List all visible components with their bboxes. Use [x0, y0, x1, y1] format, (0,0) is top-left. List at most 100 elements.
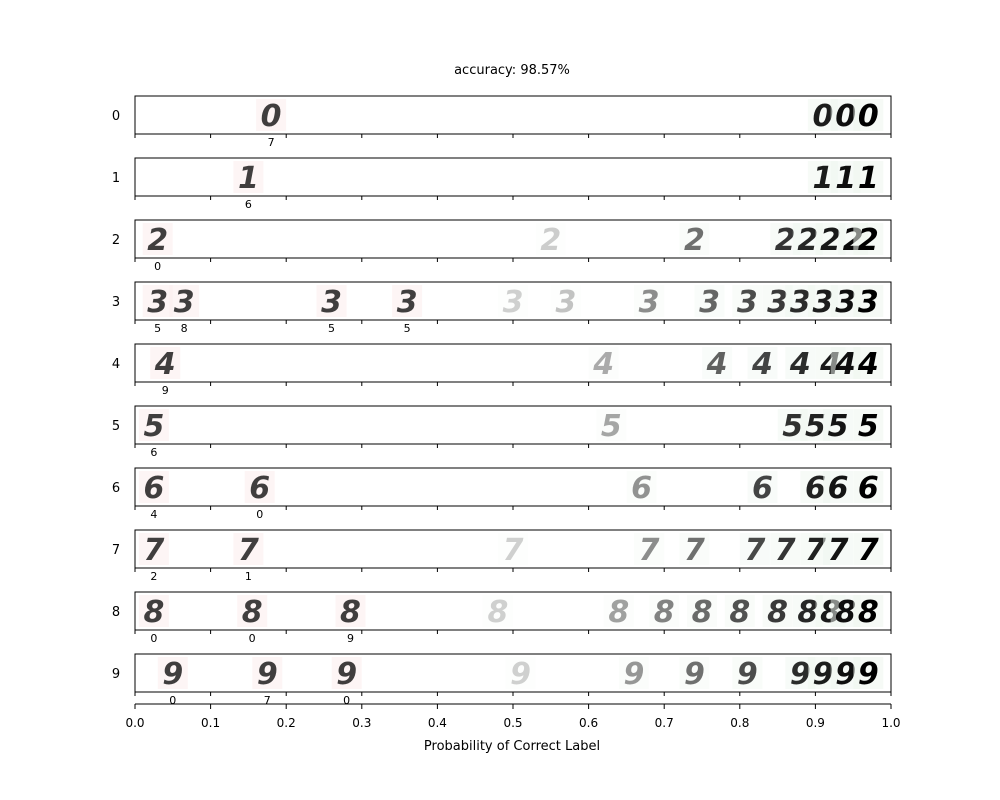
misclassified-digit-glyph: 9 — [336, 657, 357, 692]
misclassified-glyph-bg — [150, 347, 181, 379]
correct-digit-glyph: 3 — [555, 285, 576, 320]
correct-digit-glyph: 7 — [503, 533, 524, 568]
misclassified-glyph-bg — [256, 99, 287, 131]
correct-glyph-bg — [505, 657, 536, 689]
x-tick-label: 0.5 — [503, 716, 522, 730]
correct-glyph-bg — [596, 409, 627, 441]
correct-digit-glyph: 4 — [751, 347, 773, 382]
misclassified-glyph-bg — [138, 533, 169, 565]
misclassified-glyph-bg — [233, 161, 264, 193]
x-tick-label: 0.4 — [428, 716, 447, 730]
correct-glyph-bg — [853, 161, 884, 193]
correct-digit-glyph: 8 — [767, 595, 788, 630]
correct-digit-glyph: 7 — [858, 533, 879, 568]
predicted-label: 6 — [150, 446, 157, 459]
predicted-label: 8 — [181, 322, 188, 335]
row-frame — [134, 405, 892, 445]
misclassified-glyph-bg — [335, 595, 366, 627]
correct-digit-glyph: 4 — [706, 347, 728, 382]
x-tick-label: 0.8 — [730, 716, 749, 730]
misclassified-glyph-bg — [331, 657, 362, 689]
correct-digit-glyph: 1 — [813, 161, 834, 196]
correct-glyph-bg — [679, 657, 710, 689]
row-label: 5 — [112, 419, 120, 434]
x-tick-label: 0.9 — [806, 716, 825, 730]
misclassified-glyph-bg — [138, 409, 169, 441]
x-tick-label: 0.6 — [579, 716, 598, 730]
correct-digit-glyph: 2 — [820, 223, 841, 258]
correct-digit-glyph: 8 — [654, 595, 675, 630]
correct-glyph-bg — [550, 285, 581, 317]
predicted-label: 9 — [162, 384, 169, 397]
correct-glyph-bg — [853, 347, 884, 379]
misclassified-digit-glyph: 3 — [397, 285, 418, 320]
predicted-label: 0 — [154, 260, 161, 273]
correct-glyph-bg — [626, 471, 657, 503]
misclassified-digit-glyph: 3 — [147, 285, 168, 320]
correct-digit-glyph: 9 — [813, 657, 834, 692]
correct-glyph-bg — [777, 409, 808, 441]
correct-digit-glyph: 3 — [767, 285, 788, 320]
correct-glyph-bg — [603, 595, 634, 627]
predicted-label: 5 — [328, 322, 335, 335]
correct-digit-glyph: 7 — [639, 533, 660, 568]
row-label: 7 — [112, 543, 120, 558]
correct-digit-glyph: 8 — [692, 595, 713, 630]
misclassified-glyph-bg — [316, 285, 347, 317]
misclassified-digit-glyph: 6 — [249, 471, 270, 506]
correct-digit-glyph: 8 — [608, 595, 629, 630]
predicted-label: 0 — [343, 694, 350, 707]
misclassified-glyph-bg — [138, 595, 169, 627]
x-tick-label: 1.0 — [881, 716, 900, 730]
misclassified-digit-glyph: 0 — [261, 99, 282, 134]
correct-glyph-bg — [853, 595, 884, 627]
predicted-label: 9 — [347, 632, 354, 645]
misclassified-digit-glyph: 5 — [143, 409, 164, 444]
correct-glyph-bg — [634, 533, 665, 565]
correct-digit-glyph: 7 — [775, 533, 796, 568]
correct-glyph-bg — [770, 223, 801, 255]
correct-digit-glyph: 8 — [729, 595, 750, 630]
correct-digit-glyph: 1 — [835, 161, 856, 196]
correct-glyph-bg — [747, 471, 778, 503]
x-tick-label: 0.0 — [125, 716, 144, 730]
row-label: 6 — [112, 481, 120, 496]
correct-glyph-bg — [853, 99, 884, 131]
correct-glyph-bg — [785, 285, 816, 317]
correct-digit-glyph: 4 — [592, 347, 614, 382]
correct-digit-glyph: 3 — [790, 285, 811, 320]
predicted-label: 2 — [150, 570, 157, 583]
misclassified-glyph-bg — [244, 471, 275, 503]
correct-glyph-bg — [770, 533, 801, 565]
misclassified-digit-glyph: 7 — [238, 533, 259, 568]
predicted-label: 0 — [249, 632, 256, 645]
correct-glyph-bg — [853, 223, 884, 255]
correct-digit-glyph: 6 — [752, 471, 773, 506]
misclassified-glyph-bg — [237, 595, 268, 627]
misclassified-digit-glyph: 8 — [143, 595, 164, 630]
correct-glyph-bg — [853, 409, 884, 441]
correct-glyph-bg — [739, 533, 770, 565]
row-label: 3 — [112, 295, 120, 310]
row-label: 1 — [112, 171, 120, 186]
correct-digit-glyph: 5 — [601, 409, 622, 444]
correct-glyph-bg — [853, 471, 884, 503]
correct-glyph-bg — [792, 223, 823, 255]
correct-digit-glyph: 3 — [503, 285, 524, 320]
predicted-label: 7 — [268, 136, 275, 149]
correct-glyph-bg — [732, 285, 763, 317]
correct-digit-glyph: 8 — [797, 595, 818, 630]
misclassified-digit-glyph: 7 — [143, 533, 164, 568]
correct-digit-glyph: 4 — [834, 347, 856, 382]
correct-digit-glyph: 3 — [835, 285, 856, 320]
row-panel: 4 4 4 4 4 44 449 — [112, 343, 892, 397]
correct-digit-glyph: 2 — [797, 223, 818, 258]
correct-digit-glyph: 7 — [805, 533, 826, 568]
misclassified-glyph-bg — [138, 471, 169, 503]
misclassified-glyph-bg — [142, 223, 173, 255]
correct-digit-glyph: 3 — [813, 285, 834, 320]
correct-digit-glyph: 9 — [835, 657, 856, 692]
